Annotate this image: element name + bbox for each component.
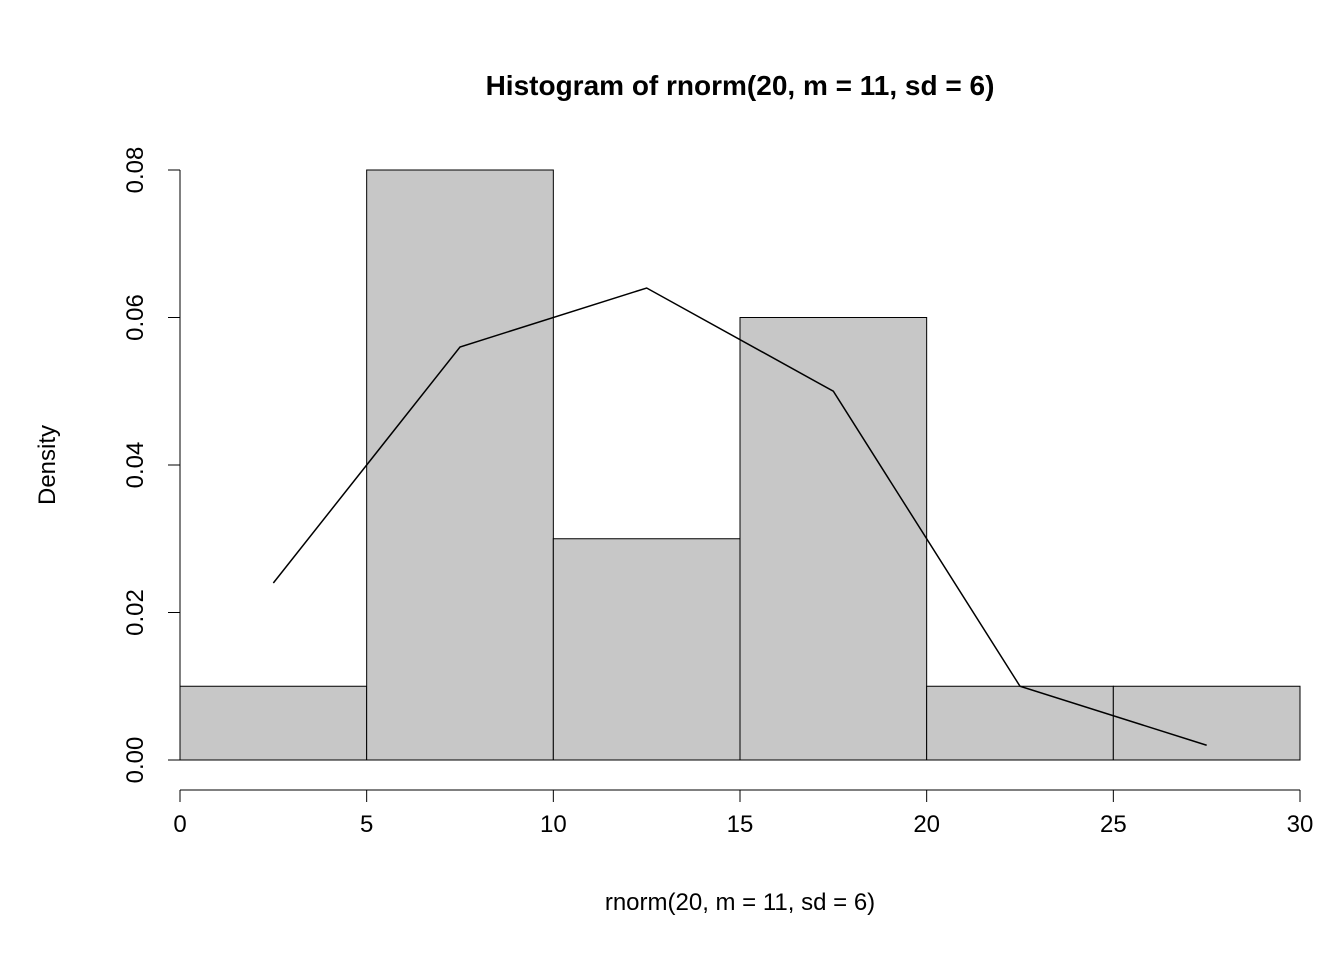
x-tick-label: 5 <box>360 811 373 838</box>
x-tick-label: 20 <box>913 811 940 838</box>
histogram-bar <box>740 318 927 761</box>
histogram-bar <box>553 539 740 760</box>
x-tick-label: 25 <box>1100 811 1127 838</box>
x-tick-label: 15 <box>727 811 754 838</box>
chart-background <box>0 0 1344 960</box>
y-tick-label: 0.08 <box>122 147 149 194</box>
chart-svg: 0 5 10 15 20 25 30 0.00 0.02 0.04 0.06 0.08 Histogra… <box>0 0 1344 960</box>
y-tick-label: 0.02 <box>122 589 149 636</box>
x-tick-label: 0 <box>173 811 186 838</box>
y-axis-label: Density <box>34 425 61 505</box>
x-tick-label: 10 <box>540 811 567 838</box>
histogram-bar <box>180 686 367 760</box>
histogram-bar <box>927 686 1114 760</box>
y-tick-label: 0.00 <box>122 737 149 784</box>
y-tick-label: 0.04 <box>122 442 149 489</box>
x-axis-label: rnorm(20, m = 11, sd = 6) <box>605 889 875 916</box>
chart-title: Histogram of rnorm(20, m = 11, sd = 6) <box>486 70 995 101</box>
x-tick-label: 30 <box>1287 811 1314 838</box>
histogram-bar <box>367 170 554 760</box>
y-tick-label: 0.06 <box>122 294 149 341</box>
histogram-chart: 0 5 10 15 20 25 30 0.00 0.02 0.04 0.06 0.08 Histogra… <box>0 0 1344 960</box>
histogram-bar <box>1113 686 1300 760</box>
